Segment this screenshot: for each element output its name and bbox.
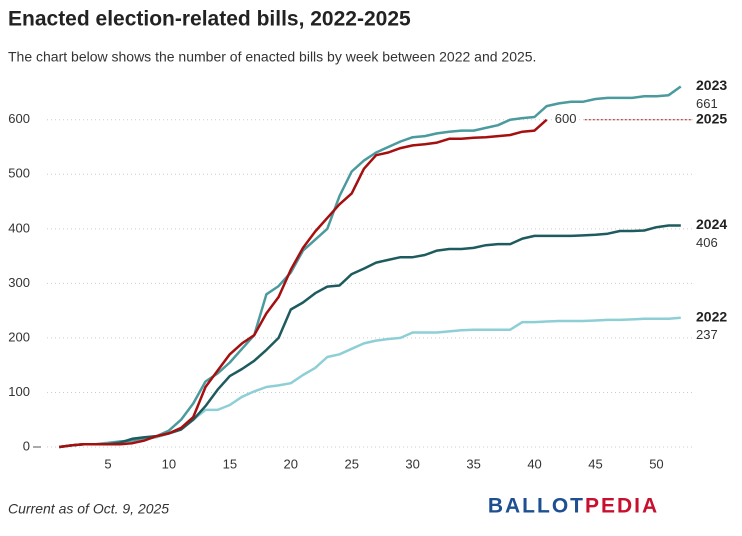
series-line [59,118,548,449]
x-tick-label: 15 [223,456,237,471]
x-tick-label: 20 [284,456,298,471]
series-line [59,224,681,449]
series-line [59,316,681,449]
series-label: 2024 [696,216,727,232]
series-label: 2023 [696,77,727,93]
end-value-label: 406 [696,235,718,250]
x-tick-label: 10 [162,456,176,471]
y-tick-label: 100 [8,384,30,399]
y-tick-label: 500 [8,166,30,181]
logo-right: PEDIA [585,495,659,518]
y-tick-label: 300 [8,275,30,290]
series-line [59,85,682,449]
x-tick-label: 30 [405,456,419,471]
end-value-label: 237 [696,327,718,342]
x-tick-label: 35 [466,456,480,471]
series-label: 2022 [696,308,727,324]
x-tick-label: 45 [588,456,602,471]
x-tick-label: 5 [104,456,111,471]
end-value-label: 661 [696,96,718,111]
x-tick-label: 25 [344,456,358,471]
y-tick-label: 600 [8,111,30,126]
x-tick-label: 50 [649,456,663,471]
series-label: 2025 [696,110,727,126]
y-tick-label: 200 [8,329,30,344]
y-tick-label: 400 [8,220,30,235]
footnote: Current as of Oct. 9, 2025 [8,501,169,517]
chart-subtitle: The chart below shows the number of enac… [8,49,536,65]
chart-title: Enacted election-related bills, 2022-202… [8,8,411,31]
y-tick-label: 0 [23,438,30,453]
x-tick-label: 40 [527,456,541,471]
end-value-label: 600 [555,111,577,126]
logo-left: BALLOT [488,495,585,518]
